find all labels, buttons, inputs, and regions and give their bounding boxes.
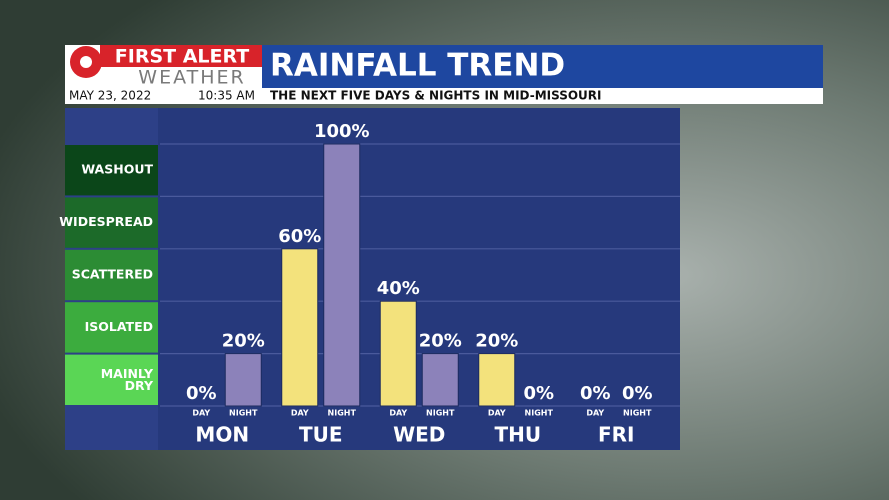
level-band — [65, 145, 158, 196]
value-label: 0% — [523, 383, 554, 404]
bar — [379, 300, 417, 407]
bar — [323, 143, 361, 407]
level-label: SCATTERED — [72, 267, 153, 282]
series-label: DAY — [389, 409, 407, 418]
x-tick-label: TUE — [299, 423, 343, 447]
x-tick-label: FRI — [598, 423, 635, 447]
bar — [421, 353, 459, 407]
value-label: 40% — [377, 278, 420, 299]
value-label: 20% — [222, 331, 265, 352]
value-label: 20% — [475, 331, 518, 352]
series-label: NIGHT — [623, 409, 652, 418]
logo-mark-hole — [80, 56, 92, 68]
bar — [478, 353, 516, 407]
series-label: DAY — [586, 409, 604, 418]
level-label: WASHOUT — [81, 162, 153, 177]
plot: MAINLY DRY ISOLATED SCATTERED WIDESPREAD WASH… — [59, 121, 680, 447]
time: 10:35 AM — [198, 89, 255, 103]
level-band — [65, 249, 158, 301]
chart-title: RAINFALL TREND — [270, 48, 565, 84]
value-label: 0% — [580, 383, 611, 404]
info-strip — [65, 88, 823, 104]
value-label: 60% — [278, 226, 321, 247]
level-band — [65, 302, 158, 353]
level-band — [65, 197, 158, 248]
bar — [224, 353, 262, 407]
series-label: DAY — [192, 409, 210, 418]
logo-bottom: WEATHER — [138, 67, 245, 89]
x-tick-label: WED — [393, 423, 445, 447]
series-label: NIGHT — [525, 409, 554, 418]
level-label: WIDESPREAD — [59, 214, 153, 229]
date: MAY 23, 2022 — [69, 89, 151, 103]
series-label: DAY — [291, 409, 309, 418]
series-label: NIGHT — [328, 409, 357, 418]
chart-panel — [65, 108, 680, 450]
value-label: 0% — [622, 383, 653, 404]
level-label: ISOLATED — [85, 319, 153, 334]
title-bar — [262, 45, 823, 88]
value-label: 0% — [186, 383, 217, 404]
value-label: 20% — [419, 331, 462, 352]
x-tick-label: THU — [494, 423, 541, 447]
level-band — [65, 354, 158, 405]
logo-top: FIRST ALERT — [115, 46, 250, 68]
level-label: MAINLY DRY — [101, 365, 154, 392]
value-label: 100% — [314, 121, 370, 142]
series-label: NIGHT — [229, 409, 258, 418]
x-tick-label: MON — [195, 423, 249, 447]
subtitle: THE NEXT FIVE DAYS & NIGHTS IN MID-MISSO… — [270, 89, 602, 103]
bar — [281, 248, 319, 407]
series-label: NIGHT — [426, 409, 455, 418]
series-label: DAY — [488, 409, 506, 418]
logo-band — [100, 45, 262, 67]
